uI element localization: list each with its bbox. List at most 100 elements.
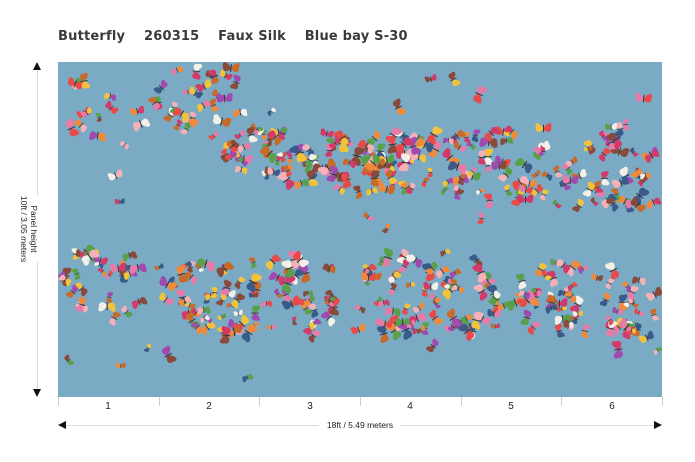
product-title: Butterfly 260315 Faux Silk Blue bay S-30 (58, 29, 422, 44)
butterfly-icon (303, 294, 315, 306)
butterfly-icon (487, 309, 502, 318)
colorway: Blue bay S-30 (304, 29, 408, 44)
butterfly-icon (460, 313, 473, 324)
butterfly-icon (379, 157, 392, 169)
butterfly-icon (261, 301, 273, 309)
product-code: 260315 (143, 29, 200, 44)
butterfly-icon (591, 273, 604, 282)
butterfly-icon (187, 261, 196, 273)
butterfly-icon (415, 325, 426, 334)
butterfly-icon (646, 197, 661, 210)
butterfly-icon (329, 297, 336, 308)
butterfly-icon (289, 145, 305, 163)
butterfly-icon (281, 260, 296, 279)
butterfly-icon (94, 261, 104, 269)
butterfly-icon (328, 136, 341, 149)
butterfly-icon (458, 173, 468, 186)
butterfly-icon (178, 295, 192, 306)
butterfly-icon (426, 168, 433, 178)
butterfly-icon (450, 269, 462, 280)
butterfly-icon (278, 127, 288, 141)
butterfly-icon (104, 270, 113, 280)
butterfly-icon (479, 136, 498, 148)
butterfly-icon (442, 137, 454, 145)
butterfly-icon (266, 130, 282, 146)
butterfly-icon (121, 305, 133, 317)
panel-number: 1 (105, 401, 111, 412)
butterfly-icon (171, 65, 184, 75)
panel-number: 5 (508, 401, 514, 412)
butterfly-icon (554, 323, 565, 338)
butterfly-icon (528, 321, 541, 335)
butterfly-icon (267, 107, 277, 116)
butterfly-icon (351, 147, 366, 167)
butterfly-icon (268, 272, 286, 286)
butterfly-icon (209, 98, 219, 112)
butterfly-icon (640, 172, 652, 180)
butterfly-icon (562, 174, 579, 184)
butterfly-icon (98, 301, 116, 312)
butterfly-icon (281, 296, 301, 311)
butterfly-icon (354, 304, 366, 314)
butterfly-icon (393, 98, 407, 115)
butterfly-icon (387, 282, 397, 295)
butterfly-icon (154, 263, 164, 271)
butterfly-icon (477, 212, 485, 224)
butterfly-icon (364, 154, 381, 171)
butterfly-icon (200, 314, 210, 323)
butterfly-icon (357, 140, 375, 154)
butterfly-icon (361, 263, 370, 274)
butterfly-icon (180, 122, 191, 135)
butterfly-icon (378, 299, 391, 307)
butterfly-icon (108, 169, 124, 181)
butterfly-icon (114, 198, 125, 204)
arrow-down-icon (33, 389, 41, 397)
butterfly-icon (320, 128, 335, 138)
butterfly-icon (191, 64, 202, 81)
butterfly-icon (64, 354, 74, 365)
butterfly-icon (190, 321, 202, 334)
butterfly-icon (326, 166, 339, 183)
panel-divider-tick (360, 397, 361, 406)
butterfly-icon (308, 330, 321, 344)
butterfly-icon (130, 264, 147, 275)
butterfly-icon (633, 308, 645, 317)
butterfly-icon (463, 132, 471, 143)
butterfly-icon (65, 285, 78, 299)
butterfly-icon (219, 69, 233, 80)
panel-divider-tick (259, 397, 260, 406)
butterfly-icon (443, 278, 453, 289)
butterfly-icon (476, 188, 485, 196)
butterfly-icon (144, 343, 152, 352)
butterfly-icon (386, 136, 398, 155)
butterfly-icon (534, 263, 547, 278)
height-dimension-label: Panel height 10ft / 3.05 meters (17, 195, 41, 263)
butterfly-icon (237, 156, 249, 167)
butterfly-icon (322, 263, 336, 274)
butterfly-icon (631, 276, 646, 285)
butterfly-icon (115, 362, 126, 368)
butterfly-icon (531, 169, 541, 179)
butterfly-icon (541, 171, 553, 181)
butterfly-icon (564, 291, 577, 304)
butterfly-icon (594, 180, 603, 193)
butterfly-icon (110, 262, 126, 272)
butterfly-icon (188, 111, 197, 124)
butterfly-icon (466, 141, 476, 150)
butterfly-icon (405, 282, 415, 288)
butterfly-icon (238, 142, 252, 153)
butterfly-icon (248, 257, 257, 269)
butterfly-icon (632, 322, 643, 337)
butterfly-icon (604, 262, 619, 280)
butterfly-icon (304, 153, 317, 168)
butterfly-icon (484, 278, 496, 290)
butterfly-icon (519, 184, 533, 194)
butterfly-icon (484, 126, 500, 142)
butterfly-icon (473, 284, 488, 301)
butterfly-icon (535, 123, 552, 133)
panel-number: 3 (307, 401, 313, 412)
butterfly-icon (599, 147, 612, 162)
butterfly-icon (545, 303, 559, 314)
butterfly-icon (366, 130, 381, 145)
butterfly-icon (453, 141, 467, 153)
